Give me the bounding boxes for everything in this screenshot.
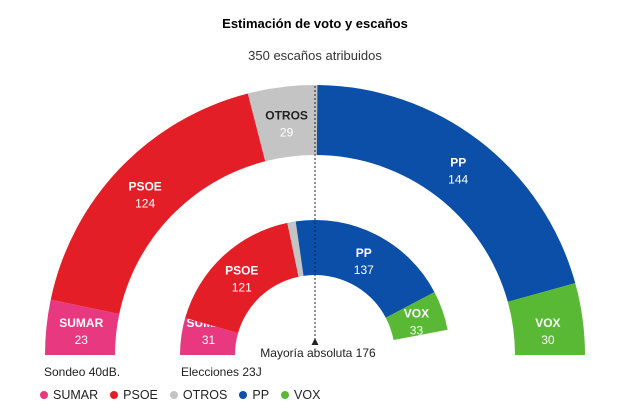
legend-label: OTROS: [182, 388, 228, 402]
legend-dot-icon: [110, 391, 119, 399]
seat-arc-vox-ring-0: [507, 283, 585, 355]
seat-arc-pp-ring-1: [295, 220, 435, 318]
seat-arc-sumar-ring-1: [180, 317, 239, 355]
seat-arc-vox-ring-1: [385, 292, 448, 341]
inner-ring-caption: Elecciones 23J: [181, 365, 262, 379]
seat-value-psoe-ring-0: 124: [135, 197, 155, 211]
seat-value-pp-ring-0: 144: [448, 173, 468, 187]
seat-value-pp-ring-1: 137: [354, 263, 374, 277]
legend-label: SUMAR: [53, 388, 99, 402]
outer-ring-caption: Sondeo 40dB.: [44, 365, 120, 379]
majority-marker-icon: [311, 338, 319, 345]
seat-label-pp-ring-1: PP: [356, 246, 372, 260]
seat-arc-pp-ring-0: [316, 85, 576, 302]
seat-label-vox-ring-1: VOX: [404, 306, 429, 320]
seat-label-vox-ring-0: VOX: [535, 316, 560, 330]
seat-label-sumar-ring-0: SUMAR: [59, 316, 103, 330]
legend-dot-icon: [281, 391, 290, 399]
chart-subtitle: 350 escaños atribuidos: [248, 48, 382, 63]
seat-label-pp-ring-0: PP: [450, 156, 466, 170]
legend-item-pp: PP: [239, 388, 269, 402]
legend-item-sumar: SUMAR: [40, 388, 98, 402]
seat-arc-psoe-ring-1: [185, 222, 299, 334]
chart-title: Estimación de voto y escaños: [222, 16, 408, 31]
seat-arc-sumar-ring-0: [45, 299, 120, 355]
seat-value-otros-ring-0: 29: [280, 126, 294, 140]
seat-label-psoe-ring-1: PSOE: [225, 263, 258, 277]
seat-value-psoe-ring-1: 121: [232, 280, 252, 294]
legend-dot-icon: [169, 391, 178, 399]
seat-label-otros-ring-0: OTROS: [265, 109, 308, 123]
chart-legend: SUMAR PSOE OTROS PP VOX: [40, 388, 320, 402]
rings-group: SUMAR23PSOE124OTROS29PP144VOX30SUMAR31PS…: [45, 85, 585, 355]
legend-dot-icon: [40, 391, 48, 399]
legend-label: PP: [252, 388, 270, 402]
legend-label: PSOE: [123, 388, 158, 402]
seat-value-vox-ring-0: 30: [541, 333, 555, 347]
legend-label: VOX: [294, 388, 321, 402]
legend-item-psoe: PSOE: [110, 388, 158, 402]
legend-item-otros: OTROS: [169, 388, 228, 402]
legend-item-vox: VOX: [281, 388, 320, 402]
seat-value-sumar-ring-1: 31: [202, 333, 216, 347]
seat-value-sumar-ring-0: 23: [75, 333, 89, 347]
legend-dot-icon: [239, 391, 248, 399]
majority-label: Mayoría absoluta 176: [260, 346, 376, 360]
seat-arc-otros-ring-1: [287, 221, 304, 277]
seat-label-psoe-ring-0: PSOE: [128, 180, 161, 194]
seat-arc-psoe-ring-0: [50, 93, 266, 315]
seat-value-vox-ring-1: 33: [410, 323, 424, 337]
seat-arc-otros-ring-0: [247, 85, 318, 162]
